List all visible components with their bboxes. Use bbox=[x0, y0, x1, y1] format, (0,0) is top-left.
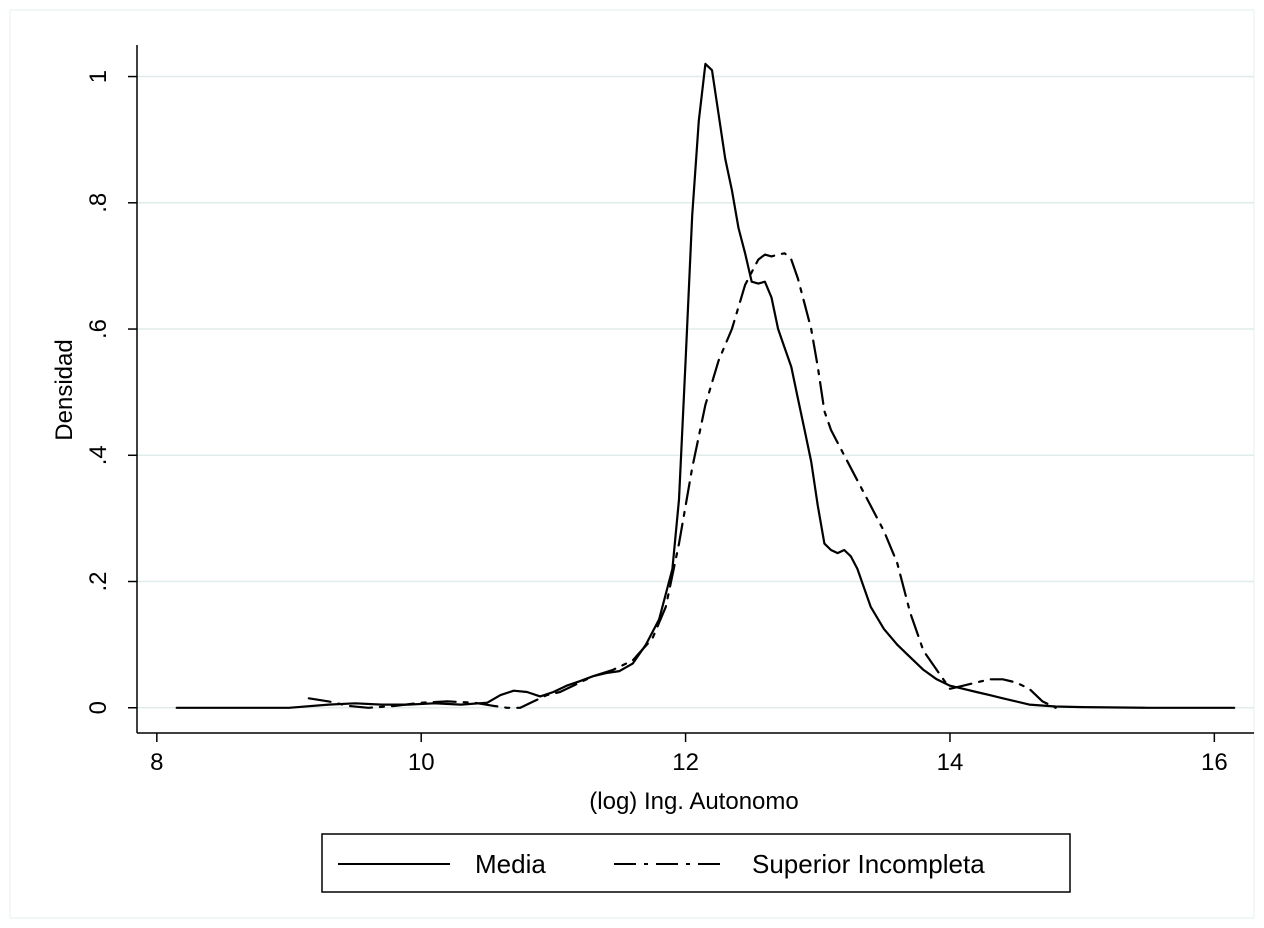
y-tick-label: .4 bbox=[85, 445, 112, 465]
y-tick-label: .6 bbox=[85, 319, 112, 339]
y-tick-label: .2 bbox=[85, 572, 112, 592]
x-tick-label: 8 bbox=[150, 749, 163, 776]
series-group bbox=[175, 62, 1236, 709]
outer-frame bbox=[9, 9, 1255, 919]
series-line-media bbox=[175, 62, 1236, 709]
x-axis-ticks: 8 10 12 14 16 bbox=[150, 733, 1228, 776]
x-tick-label: 14 bbox=[937, 749, 964, 776]
x-tick-label: 16 bbox=[1201, 749, 1228, 776]
legend-label-superior-incompleta: Superior Incompleta bbox=[752, 849, 985, 879]
legend: Media Superior Incompleta bbox=[321, 833, 1071, 893]
axes bbox=[136, 45, 1254, 734]
y-tick-label: .8 bbox=[85, 193, 112, 213]
x-axis-title: (log) Ing. Autonomo bbox=[589, 788, 798, 815]
legend-label-media: Media bbox=[475, 849, 546, 879]
y-tick-label: 1 bbox=[85, 70, 112, 83]
y-axis-ticks: 0 .2 .4 .6 .8 1 bbox=[85, 70, 137, 714]
x-tick-label: 12 bbox=[672, 749, 699, 776]
series-line-superior-incompleta bbox=[307, 252, 1057, 709]
y-axis-title: Densidad bbox=[51, 339, 78, 440]
y-tick-label: 0 bbox=[85, 701, 112, 714]
x-tick-label: 10 bbox=[408, 749, 435, 776]
